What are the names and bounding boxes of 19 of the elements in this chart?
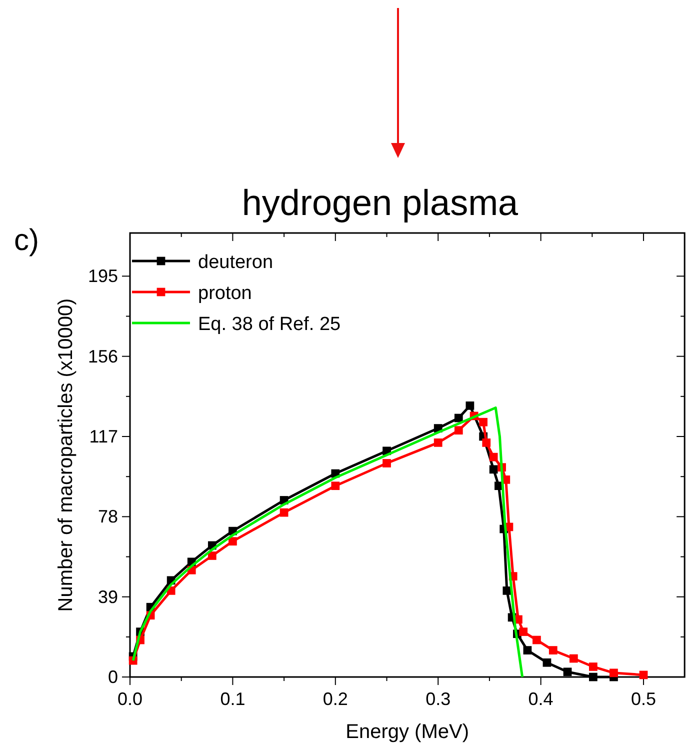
x-tick-label: 0.4 bbox=[528, 689, 554, 709]
x-tick-label: 0.5 bbox=[631, 689, 656, 709]
y-tick-label: 117 bbox=[89, 426, 118, 446]
legend-label: proton bbox=[198, 283, 252, 304]
x-tick-label: 0.0 bbox=[117, 689, 143, 709]
y-tick-label: 39 bbox=[98, 586, 118, 607]
legend-label: deuteron bbox=[198, 252, 274, 273]
x-tick-label: 0.2 bbox=[322, 689, 348, 709]
x-tick-label: 0.3 bbox=[426, 689, 451, 709]
y-tick-label: 0 bbox=[108, 667, 118, 687]
y-tick-label: 156 bbox=[88, 346, 118, 366]
x-axis-title: Energy (MeV) bbox=[346, 721, 469, 743]
y-axis-title: Number of macroparticles (x10000) bbox=[55, 298, 77, 612]
chart-title: hydrogen plasma bbox=[242, 182, 520, 223]
x-tick-label: 0.1 bbox=[220, 689, 246, 709]
text: c) bbox=[14, 224, 39, 257]
legend-label: Eq. 38 of Ref. 25 bbox=[198, 314, 341, 335]
y-tick-label: 195 bbox=[88, 266, 118, 286]
y-tick-label: 78 bbox=[98, 506, 118, 527]
